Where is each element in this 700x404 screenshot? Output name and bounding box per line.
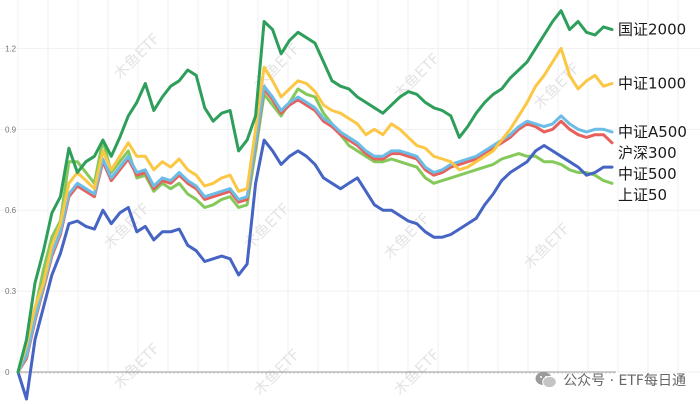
series-line [16,138,614,401]
series-label: 中证A500 [618,123,687,141]
watermark-text: 木鱼ETF [380,210,433,263]
series-lines [16,9,614,401]
series-line [16,87,614,374]
watermark-text: 木鱼ETF [110,340,163,393]
grid [0,0,700,373]
series-line [16,9,614,374]
series-line [16,46,614,374]
series-line [16,87,614,374]
x-axis [17,371,616,374]
series-label: 沪深300 [618,144,677,162]
footer-text: 公众号 · ETF每日通 [563,373,686,389]
wechat-icon [535,372,557,389]
series-label: 中证500 [618,165,677,183]
series-line [16,84,614,374]
series-labels: 国证2000 中证1000 中证A500 沪深300 中证500 上证50 [618,21,687,204]
y-tick-label: 0.6 [5,206,17,215]
y-tick-label: 0.3 [5,287,17,296]
series-label: 国证2000 [618,21,686,39]
watermark-text: 木鱼ETF [110,30,163,83]
series-label: 上证50 [618,186,667,204]
y-tick-label: 1.2 [5,44,17,53]
y-axis: 0 0.3 0.6 0.9 1.2 [5,44,17,377]
y-tick-label: 0.9 [5,125,17,134]
y-tick-label: 0 [5,368,10,377]
footer: 公众号 · ETF每日通 [535,370,686,390]
series-label: 中证1000 [618,75,686,93]
